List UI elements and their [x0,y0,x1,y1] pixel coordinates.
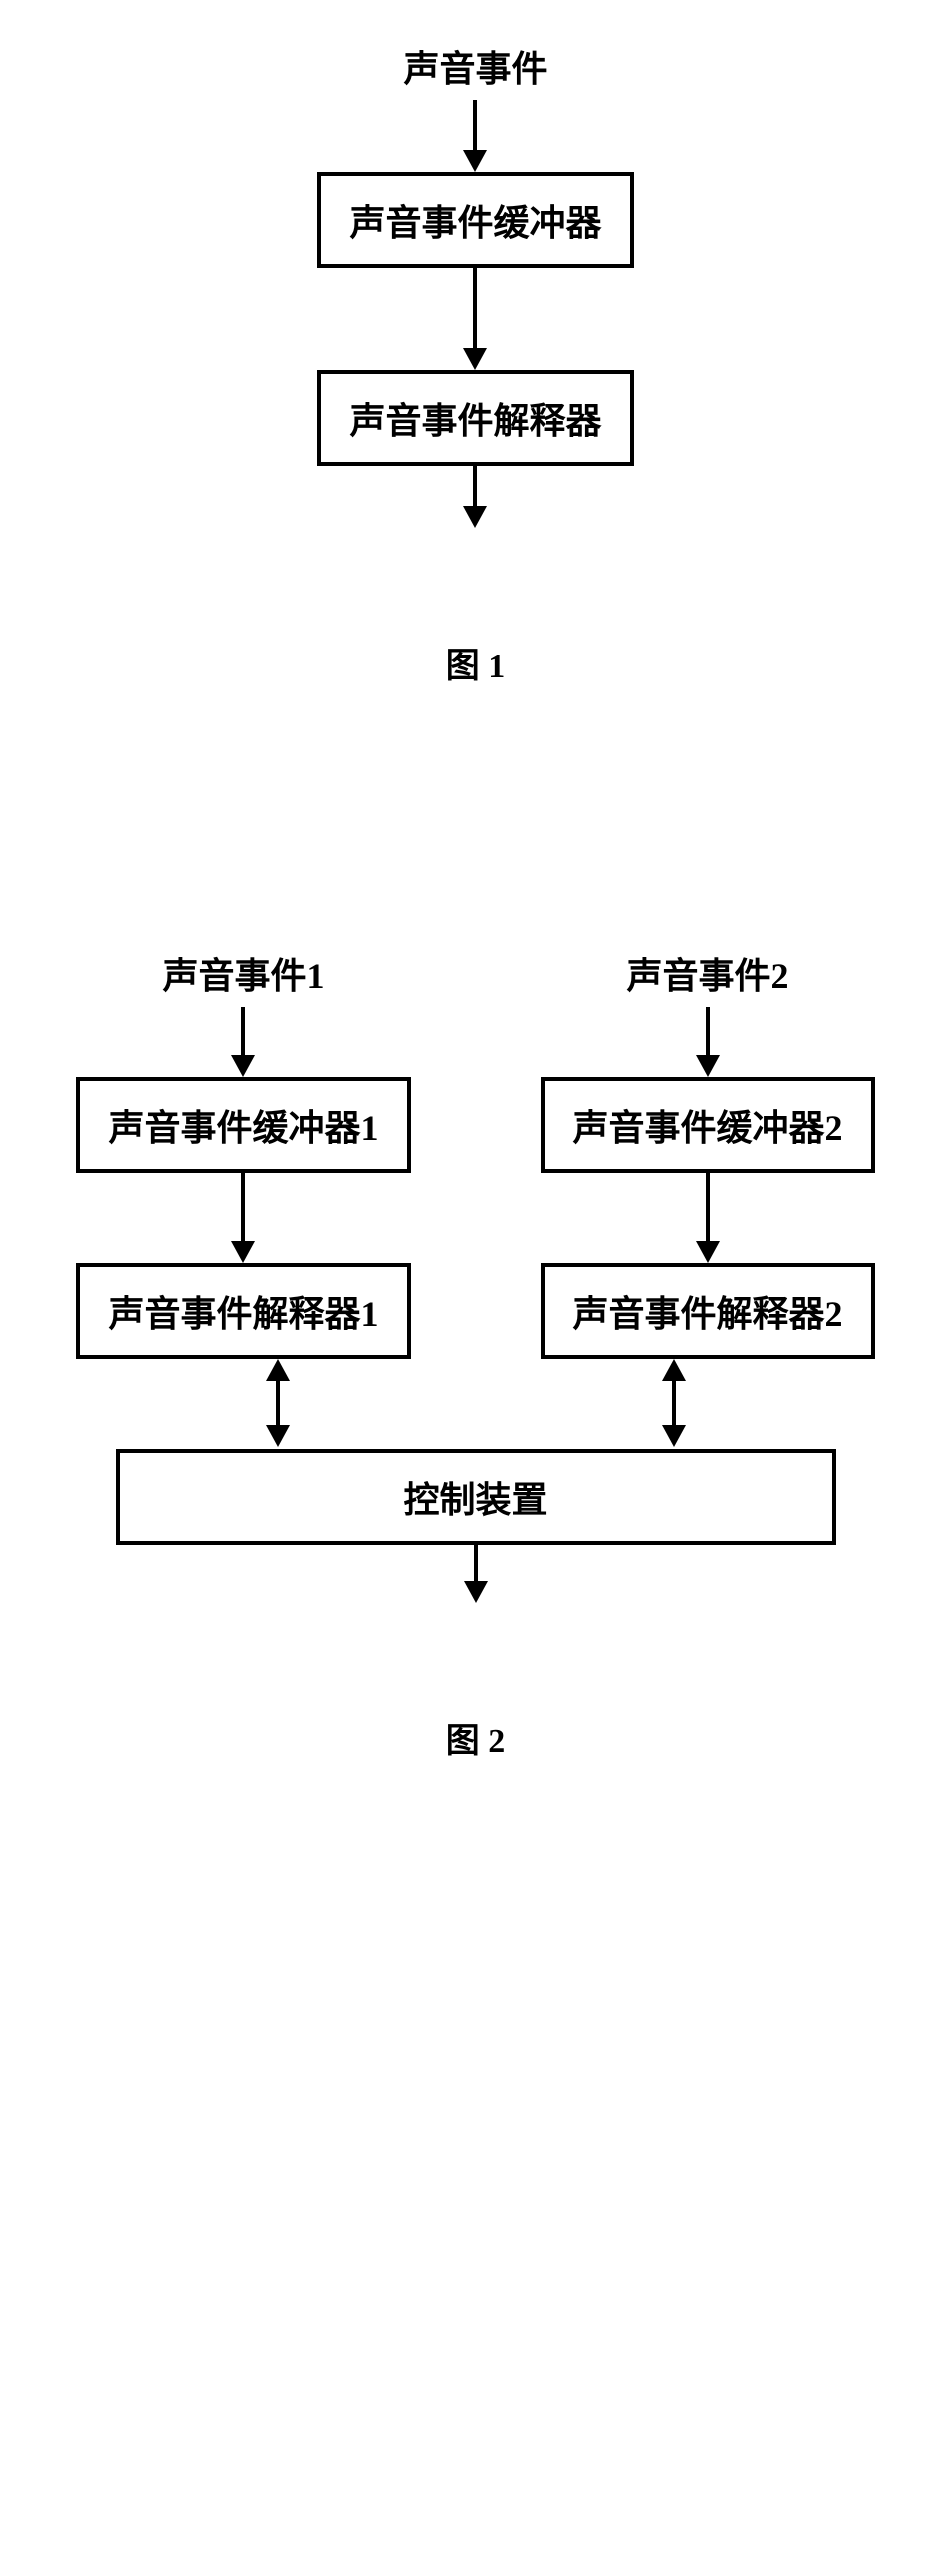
fig1-interpreter-box: 声音事件解释器 [317,370,633,466]
fig2-right-arrow-1 [696,1007,720,1077]
arrow-head-down-icon [696,1055,720,1077]
double-arrow [662,1359,686,1447]
fig2-control-box: 控制装置 [116,1449,836,1545]
arrow-line [473,100,477,150]
fig1-arrow-1 [463,100,487,172]
arrow-head-down-icon [464,1581,488,1603]
fig2-left-interpreter-box: 声音事件解释器1 [76,1263,410,1359]
fig2-left-arrow-2 [231,1173,255,1263]
fig2-left-col: 声音事件1 声音事件缓冲器1 声音事件解释器1 [76,947,410,1359]
fig2-right-arrow-2 [696,1173,720,1263]
fig2-right-interpreter-box: 声音事件解释器2 [541,1263,875,1359]
fig1-caption: 图 1 [446,638,506,687]
diagram-container: 声音事件 声音事件缓冲器 声音事件解释器 图 1 声音事件1 声音事件缓冲器 [0,40,951,1762]
arrow-line [474,1545,478,1581]
double-arrow [266,1359,290,1447]
fig2-left-buffer-box: 声音事件缓冲器1 [76,1077,410,1173]
arrow-line [473,268,477,348]
arrow-head-up-icon [662,1359,686,1381]
arrow-line [241,1173,245,1241]
fig2-left-top-label: 声音事件1 [162,947,324,999]
arrow-head-down-icon [662,1425,686,1447]
arrow-head-down-icon [463,506,487,528]
arrow-head-down-icon [231,1241,255,1263]
arrow-line [276,1381,280,1425]
fig2-right-col: 声音事件2 声音事件缓冲器2 声音事件解释器2 [541,947,875,1359]
figure-2: 声音事件1 声音事件缓冲器1 声音事件解释器1 声音事件2 声音事件 [0,947,951,1762]
arrow-head-down-icon [266,1425,290,1447]
fig2-top-labels-row: 声音事件1 声音事件缓冲器1 声音事件解释器1 声音事件2 声音事件 [0,947,951,1359]
fig2-right-top-label: 声音事件2 [627,947,789,999]
fig2-caption: 图 2 [446,1713,506,1762]
arrow-head-down-icon [463,150,487,172]
fig2-double-arrow-row [116,1359,836,1449]
arrow-head-up-icon [266,1359,290,1381]
figure-1: 声音事件 声音事件缓冲器 声音事件解释器 图 1 [317,40,633,687]
arrow-line [672,1381,676,1425]
arrow-line [706,1007,710,1055]
arrow-line [473,466,477,506]
fig2-left-arrow-1 [231,1007,255,1077]
fig1-buffer-box: 声音事件缓冲器 [317,172,633,268]
arrow-head-down-icon [696,1241,720,1263]
fig1-arrow-2 [463,268,487,370]
fig1-arrow-3 [463,466,487,528]
arrow-line [706,1173,710,1241]
fig2-bottom-arrow [464,1545,488,1603]
arrow-head-down-icon [463,348,487,370]
fig2-double-arrow-right [662,1359,686,1447]
fig2-double-arrow-left [266,1359,290,1447]
fig2-right-buffer-box: 声音事件缓冲器2 [541,1077,875,1173]
arrow-line [241,1007,245,1055]
arrow-head-down-icon [231,1055,255,1077]
fig1-top-label: 声音事件 [403,40,547,92]
